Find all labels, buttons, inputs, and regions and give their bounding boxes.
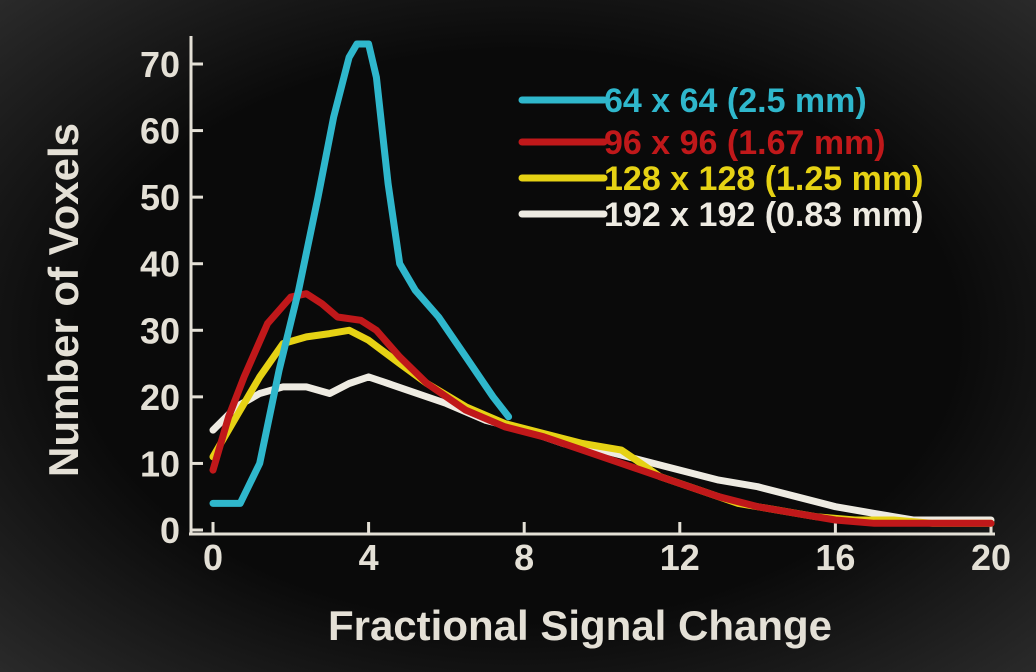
legend-label-3: 192 x 192 (0.83 mm) bbox=[604, 196, 923, 234]
series-line-0 bbox=[209, 40, 513, 507]
series-line-1 bbox=[209, 290, 995, 527]
legend-label-1: 96 x 96 (1.67 mm) bbox=[604, 124, 886, 162]
x-tick-label: 4 bbox=[359, 537, 379, 578]
y-tick-label: 60 bbox=[140, 111, 180, 152]
y-tick-label: 30 bbox=[140, 310, 180, 351]
x-tick-label: 16 bbox=[815, 537, 855, 578]
y-tick-labels: 0 10 20 30 40 50 60 70 bbox=[140, 44, 203, 551]
axes bbox=[189, 36, 995, 536]
x-tick-labels: 0 4 8 12 16 20 bbox=[203, 522, 1011, 578]
legend-label-2: 128 x 128 (1.25 mm) bbox=[604, 160, 923, 198]
x-tick-label: 0 bbox=[203, 537, 223, 578]
legend-label-0: 64 x 64 (2.5 mm) bbox=[604, 82, 867, 120]
y-tick-label: 40 bbox=[140, 244, 180, 285]
y-axis-title: Number of Voxels bbox=[40, 123, 87, 477]
y-tick-label: 20 bbox=[140, 377, 180, 418]
x-tick-label: 20 bbox=[971, 537, 1011, 578]
x-axis-title: Fractional Signal Change bbox=[328, 602, 832, 649]
y-tick-label: 70 bbox=[140, 44, 180, 85]
x-tick-label: 8 bbox=[514, 537, 534, 578]
y-tick-label: 10 bbox=[140, 443, 180, 484]
series-line-2 bbox=[209, 326, 995, 527]
y-tick-label: 50 bbox=[140, 177, 180, 218]
y-tick-label: 0 bbox=[160, 510, 180, 551]
x-tick-label: 12 bbox=[660, 537, 700, 578]
series-lines bbox=[209, 40, 995, 527]
legend: 64 x 64 (2.5 mm) 96 x 96 (1.67 mm)128 x 1… bbox=[518, 82, 923, 234]
